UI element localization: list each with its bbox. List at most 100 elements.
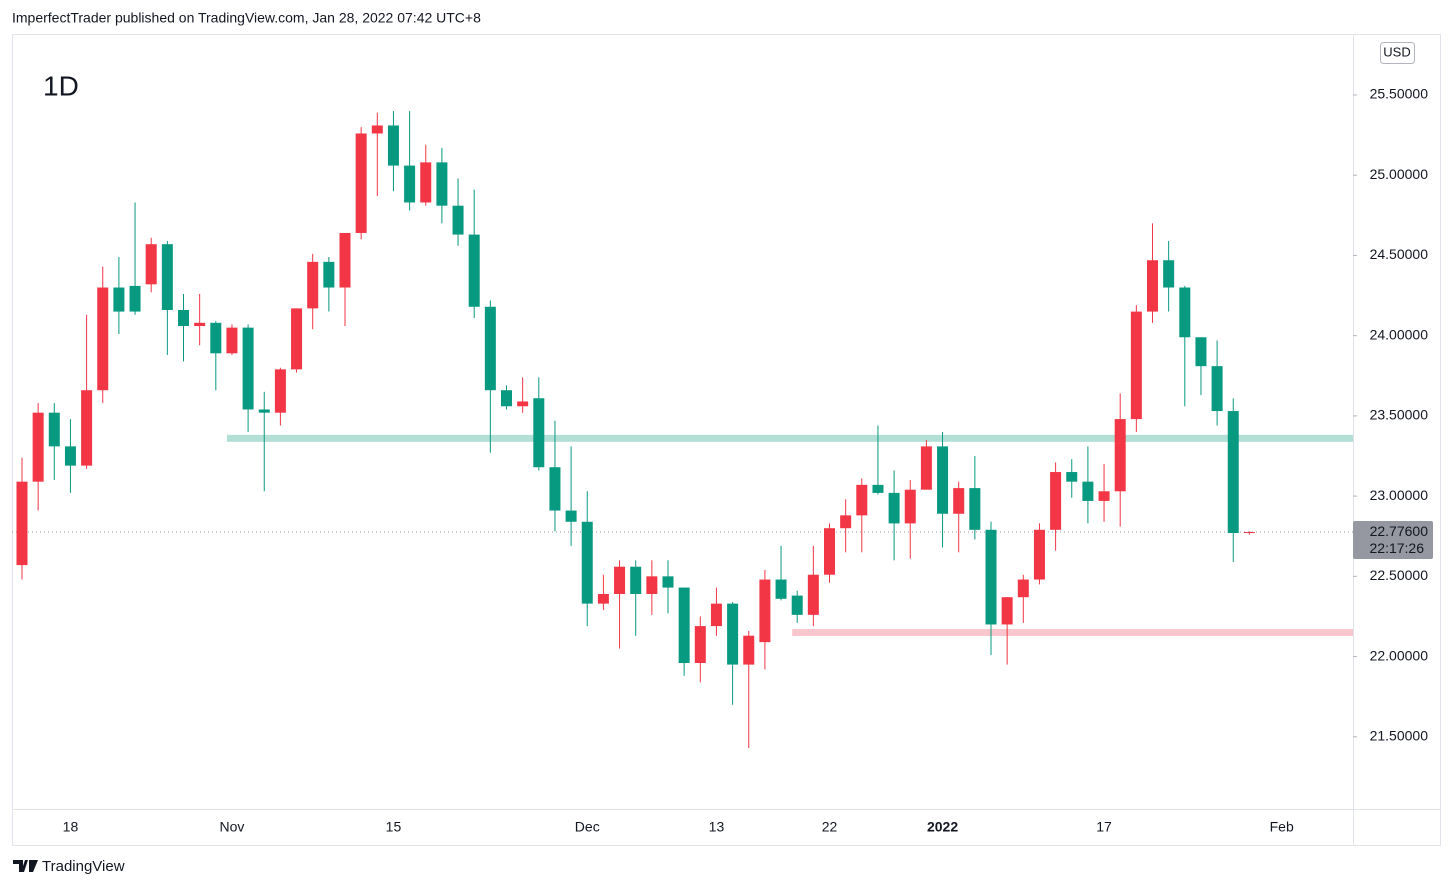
y-tick-label: 23.50000 <box>1370 407 1429 423</box>
candle-body <box>81 390 93 466</box>
candle-body <box>727 603 739 665</box>
x-tick-label: 22 <box>822 819 838 835</box>
y-tick-label: 22.50000 <box>1370 567 1429 583</box>
candle-body <box>291 308 303 370</box>
candle-body <box>420 162 432 203</box>
candle-body <box>920 446 932 490</box>
candle-body <box>840 515 852 529</box>
candle-body <box>710 603 722 627</box>
y-tick-label: 24.50000 <box>1370 246 1429 262</box>
x-tick-label: Nov <box>219 819 244 835</box>
candle-body <box>161 244 173 310</box>
frame <box>12 34 1441 846</box>
y-tick-label: 23.00000 <box>1370 487 1429 503</box>
candle-body <box>194 322 206 327</box>
currency-box <box>1380 42 1415 64</box>
candle-body <box>468 234 480 307</box>
brand: TradingView <box>42 858 125 875</box>
candle-body <box>355 133 367 233</box>
candle-body <box>969 488 981 530</box>
last-price-label: 22.77600 <box>1370 523 1429 539</box>
candle-body <box>1098 491 1110 501</box>
candle-body <box>743 635 755 665</box>
candle-body <box>1001 597 1013 625</box>
candle-body <box>178 309 189 327</box>
candle-body <box>323 261 335 288</box>
candle-body <box>1066 472 1078 482</box>
candle-body <box>436 162 448 206</box>
candle-body <box>646 576 658 594</box>
x-tick-label: Feb <box>1270 819 1294 835</box>
candle-body <box>97 287 109 391</box>
x-tick-label: 18 <box>63 819 79 835</box>
y-tick-label: 22.00000 <box>1370 647 1429 663</box>
candle-body <box>597 593 609 604</box>
candle-body <box>404 165 416 203</box>
candle-body <box>452 205 464 235</box>
candle-body <box>1050 472 1062 530</box>
candle-body <box>1211 366 1223 412</box>
candle-body <box>1033 529 1045 580</box>
candle-body <box>16 481 28 566</box>
candle-body <box>64 446 76 466</box>
candle-body <box>484 306 496 391</box>
candle-body <box>581 521 593 604</box>
candle-body <box>1130 311 1142 420</box>
y-tick-label: 25.50000 <box>1370 86 1429 102</box>
candle-body <box>872 484 884 493</box>
tv-logo <box>13 860 38 872</box>
candle-body <box>210 322 222 354</box>
candle-body <box>533 398 545 468</box>
candle-body <box>517 401 529 407</box>
candle-body <box>759 579 771 643</box>
candle-body <box>1163 260 1175 288</box>
candle-body <box>371 125 383 134</box>
interval: 1D <box>43 70 79 101</box>
candle-body <box>985 529 997 625</box>
candle-body <box>614 566 626 594</box>
candle-body <box>888 492 900 524</box>
y-tick-label: 24.00000 <box>1370 326 1429 342</box>
last-price-box <box>1353 521 1433 560</box>
candle-body <box>807 574 819 615</box>
countdown: 22:17:26 <box>1370 540 1425 556</box>
horizontal-level <box>226 434 1354 442</box>
publisher: ImperfectTrader published on TradingView… <box>12 10 481 26</box>
candle-body <box>694 626 706 663</box>
candle-body <box>1017 579 1029 598</box>
candle-body <box>274 369 286 413</box>
x-tick-label: Dec <box>575 819 600 835</box>
candle-body <box>662 576 674 588</box>
candle-body <box>387 125 399 166</box>
candle-body <box>145 244 157 285</box>
candle-body <box>1082 481 1094 501</box>
x-tick-label: 13 <box>709 819 725 835</box>
candle-body <box>775 579 787 599</box>
candle-body <box>307 261 319 309</box>
candle-body <box>856 484 868 516</box>
candle-body <box>1243 532 1255 534</box>
candle-body <box>678 587 690 663</box>
candle-body <box>791 595 803 615</box>
x-tick-label: 2022 <box>927 819 958 835</box>
candle-body <box>1179 287 1191 338</box>
candle-body <box>953 488 965 514</box>
candle-body <box>1147 260 1158 312</box>
candle-body <box>242 327 254 410</box>
candle-body <box>226 327 238 354</box>
candle-body <box>258 409 270 413</box>
candle-body <box>904 489 916 524</box>
candle-body <box>339 232 351 288</box>
y-tick-label: 25.00000 <box>1370 166 1429 182</box>
candle-body <box>1195 337 1207 367</box>
candle-body <box>937 446 949 514</box>
candle-body <box>113 287 125 312</box>
horizontal-level <box>792 628 1353 636</box>
x-tick-label: 15 <box>386 819 402 835</box>
currency: USD <box>1383 44 1410 59</box>
candle-body <box>1114 419 1126 492</box>
x-tick-label: 17 <box>1096 819 1112 835</box>
candle-body <box>501 390 512 407</box>
candle-body <box>824 528 835 575</box>
